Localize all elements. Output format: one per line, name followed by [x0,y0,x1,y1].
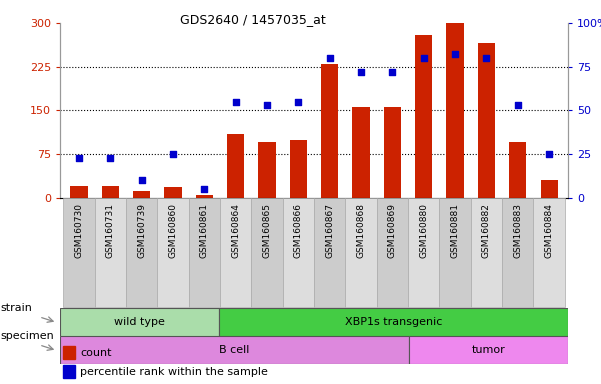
Text: GSM160731: GSM160731 [106,203,115,258]
Bar [415,35,432,198]
Bar [220,198,251,307]
Text: GSM160864: GSM160864 [231,203,240,258]
Point [513,102,523,108]
Text: tumor: tumor [472,345,505,355]
Bar [126,198,157,307]
Bar [196,195,213,198]
Text: GSM160730: GSM160730 [75,203,84,258]
Bar [509,142,526,198]
Point [105,154,115,161]
Bar [63,198,94,307]
Bar [502,198,534,307]
Text: percentile rank within the sample: percentile rank within the sample [81,367,268,377]
Bar [70,186,88,198]
Point [137,177,147,184]
Bar [157,198,189,307]
Text: GSM160868: GSM160868 [356,203,365,258]
Text: GSM160869: GSM160869 [388,203,397,258]
Bar [377,198,408,307]
Bar [478,43,495,198]
Point [419,55,429,61]
Point [450,51,460,58]
Bar [94,198,126,307]
Text: specimen: specimen [1,331,54,341]
Point [74,154,84,161]
Text: GSM160739: GSM160739 [137,203,146,258]
Point [200,186,209,192]
Point [545,151,554,157]
Bar [540,180,558,198]
Bar [251,198,282,307]
Bar [60,336,409,364]
Text: XBP1s transgenic: XBP1s transgenic [345,317,442,327]
Bar [282,198,314,307]
Text: GSM160861: GSM160861 [200,203,209,258]
Point [293,99,303,105]
Point [356,69,366,75]
Point [168,151,178,157]
Bar [63,365,75,378]
Text: B cell: B cell [219,345,250,355]
Bar [227,134,244,198]
Text: strain: strain [1,303,32,313]
Bar [60,308,219,336]
Text: GDS2640 / 1457035_at: GDS2640 / 1457035_at [180,13,325,26]
Bar [321,64,338,198]
Point [481,55,491,61]
Bar [534,198,565,307]
Text: GSM160867: GSM160867 [325,203,334,258]
Bar [258,142,276,198]
Point [231,99,240,105]
Bar [409,336,568,364]
Point [325,55,335,61]
Point [388,69,397,75]
Bar [189,198,220,307]
Bar [133,191,150,198]
Bar [346,198,377,307]
Bar [63,346,75,359]
Bar [290,139,307,198]
Bar [439,198,471,307]
Bar [352,108,370,198]
Bar [447,23,464,198]
Text: wild type: wild type [114,317,165,327]
Bar [314,198,346,307]
Point [262,102,272,108]
Text: GSM160884: GSM160884 [545,203,554,258]
Text: GSM160883: GSM160883 [513,203,522,258]
Text: count: count [81,348,112,358]
Bar [384,108,401,198]
Text: GSM160881: GSM160881 [451,203,460,258]
Text: GSM160882: GSM160882 [482,203,491,258]
Bar [102,186,119,198]
Text: GSM160860: GSM160860 [168,203,177,258]
Bar [408,198,439,307]
Text: GSM160866: GSM160866 [294,203,303,258]
Bar [219,308,568,336]
Bar [164,187,182,198]
Text: GSM160880: GSM160880 [419,203,429,258]
Bar [471,198,502,307]
Text: GSM160865: GSM160865 [263,203,272,258]
